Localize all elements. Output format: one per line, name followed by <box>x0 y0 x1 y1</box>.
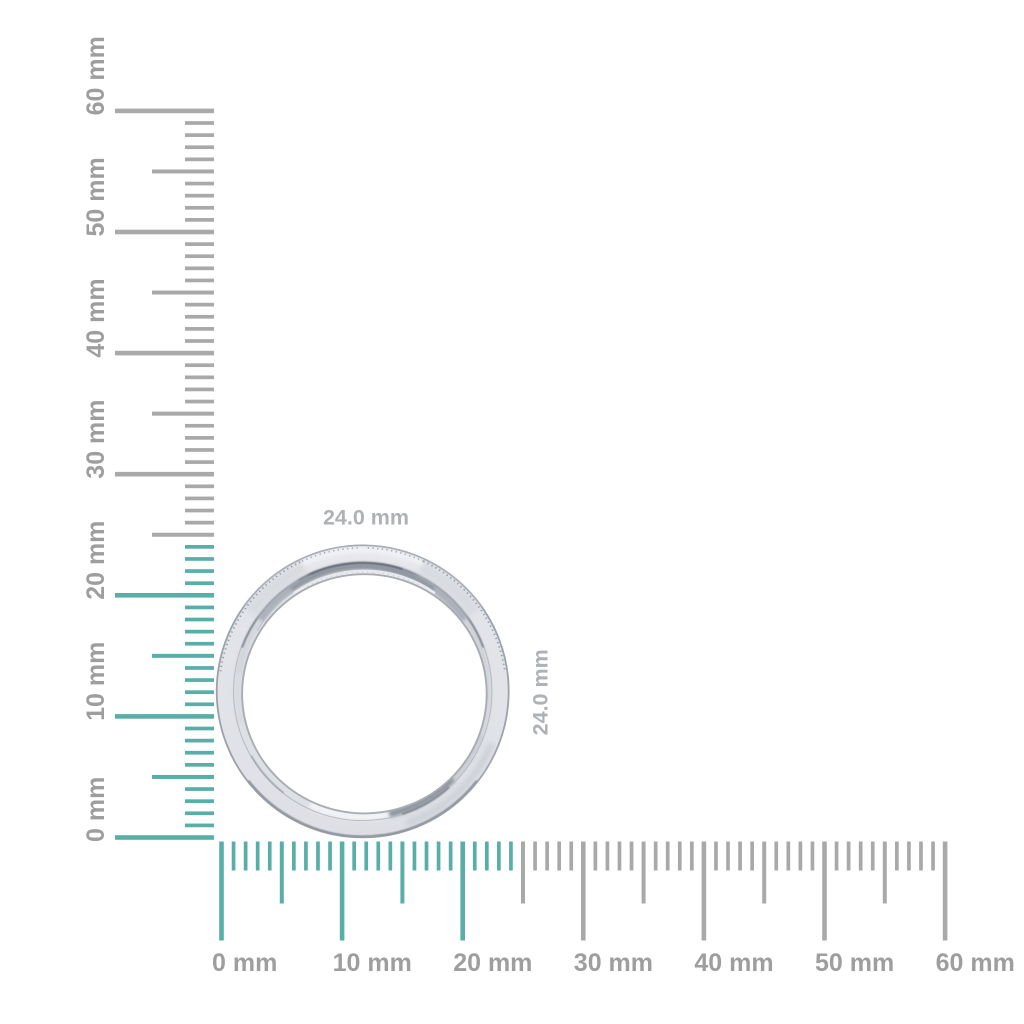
svg-text:20 mm: 20 mm <box>453 949 532 977</box>
svg-text:24.0 mm: 24.0 mm <box>529 649 553 735</box>
svg-text:40 mm: 40 mm <box>694 949 773 977</box>
svg-text:50 mm: 50 mm <box>815 949 894 977</box>
svg-text:0 mm: 0 mm <box>212 949 277 977</box>
svg-text:0 mm: 0 mm <box>82 777 110 842</box>
svg-text:60 mm: 60 mm <box>82 36 110 115</box>
svg-text:10 mm: 10 mm <box>82 642 110 721</box>
svg-text:10 mm: 10 mm <box>333 949 412 977</box>
svg-text:60 mm: 60 mm <box>936 949 1015 977</box>
svg-text:30 mm: 30 mm <box>574 949 653 977</box>
svg-text:24.0 mm: 24.0 mm <box>323 506 409 530</box>
svg-text:30 mm: 30 mm <box>82 399 110 478</box>
svg-text:50 mm: 50 mm <box>82 157 110 236</box>
svg-text:40 mm: 40 mm <box>82 278 110 357</box>
svg-text:20 mm: 20 mm <box>82 521 110 600</box>
